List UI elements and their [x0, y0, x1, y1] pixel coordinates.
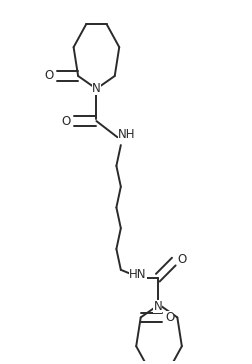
Text: N: N [92, 82, 101, 95]
Text: O: O [165, 311, 174, 324]
Text: O: O [62, 115, 71, 127]
Text: N: N [153, 300, 162, 313]
Text: O: O [177, 253, 186, 266]
Text: HN: HN [129, 268, 147, 281]
Text: NH: NH [118, 128, 136, 141]
Text: O: O [45, 70, 54, 83]
